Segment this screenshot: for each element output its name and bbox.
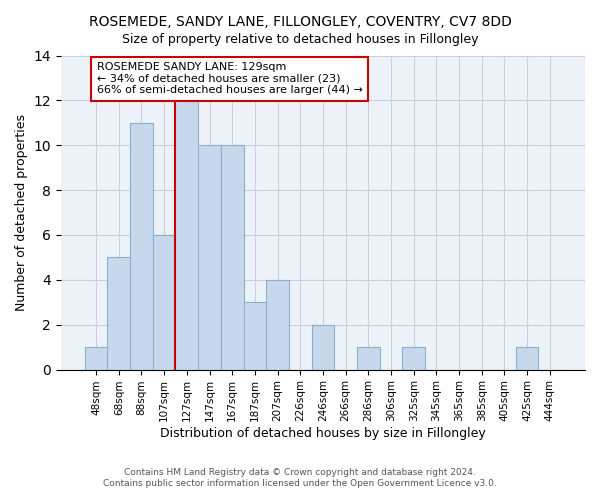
Bar [221,145,244,370]
Bar [357,347,380,370]
Text: Size of property relative to detached houses in Fillongley: Size of property relative to detached ho… [122,32,478,46]
Bar [244,302,266,370]
Bar [198,145,221,370]
Bar [175,100,198,370]
Bar [130,123,153,370]
Y-axis label: Number of detached properties: Number of detached properties [15,114,28,311]
Bar [107,258,130,370]
Bar [266,280,289,370]
Bar [153,235,175,370]
X-axis label: Distribution of detached houses by size in Fillongley: Distribution of detached houses by size … [160,427,486,440]
Text: ROSEMEDE SANDY LANE: 129sqm
← 34% of detached houses are smaller (23)
66% of sem: ROSEMEDE SANDY LANE: 129sqm ← 34% of det… [97,62,362,96]
Bar [516,347,538,370]
Text: ROSEMEDE, SANDY LANE, FILLONGLEY, COVENTRY, CV7 8DD: ROSEMEDE, SANDY LANE, FILLONGLEY, COVENT… [89,15,511,29]
Bar [403,347,425,370]
Text: Contains HM Land Registry data © Crown copyright and database right 2024.
Contai: Contains HM Land Registry data © Crown c… [103,468,497,487]
Bar [85,347,107,370]
Bar [311,324,334,370]
